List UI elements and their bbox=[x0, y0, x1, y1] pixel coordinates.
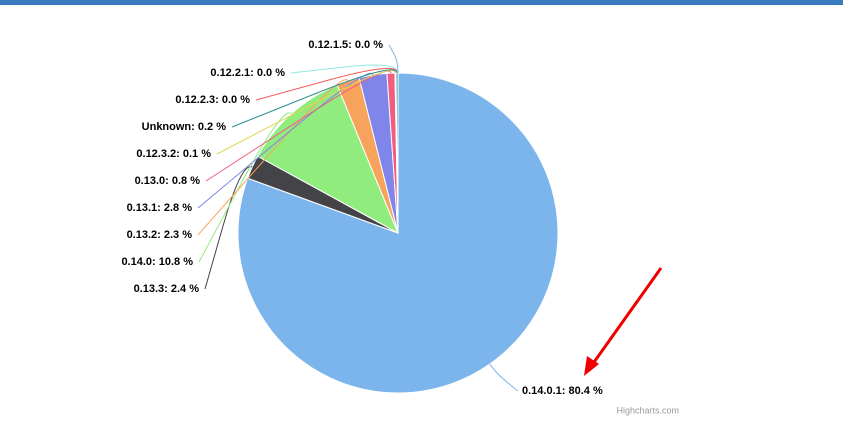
top-bar bbox=[0, 0, 843, 5]
slices bbox=[237, 72, 559, 394]
connector bbox=[198, 112, 292, 263]
data-label: 0.12.2.3: 0.0 % bbox=[175, 94, 250, 106]
data-label: 0.12.1.5: 0.0 % bbox=[308, 39, 383, 51]
credits[interactable]: Highcharts.com bbox=[616, 405, 679, 415]
data-label: 0.12.2.1: 0.0 % bbox=[210, 67, 285, 79]
arrow-head bbox=[584, 356, 599, 376]
connector bbox=[388, 44, 399, 74]
data-label: 0.12.3.2: 0.1 % bbox=[136, 148, 211, 160]
connector bbox=[489, 363, 519, 392]
data-label: 0.13.0: 0.8 % bbox=[135, 175, 201, 187]
connector bbox=[231, 69, 398, 128]
data-label: 0.13.2: 2.3 % bbox=[127, 229, 193, 241]
data-label: 0.14.0: 10.8 % bbox=[121, 256, 193, 268]
connector bbox=[197, 79, 349, 236]
connector bbox=[204, 166, 253, 290]
data-label: 0.13.1: 2.8 % bbox=[127, 202, 193, 214]
labels: 0.14.0.1: 80.4 % 0.13.3: 2.4 % 0.14.0: 10.… bbox=[121, 39, 603, 397]
connector bbox=[255, 68, 399, 101]
data-label: 0.14.0.1: 80.4 % bbox=[522, 385, 603, 397]
arrow-shaft bbox=[590, 267, 663, 366]
connector bbox=[216, 70, 396, 155]
data-label: Unknown: 0.2 % bbox=[142, 121, 227, 133]
connector bbox=[290, 64, 399, 74]
data-label: 0.13.3: 2.4 % bbox=[134, 283, 200, 295]
